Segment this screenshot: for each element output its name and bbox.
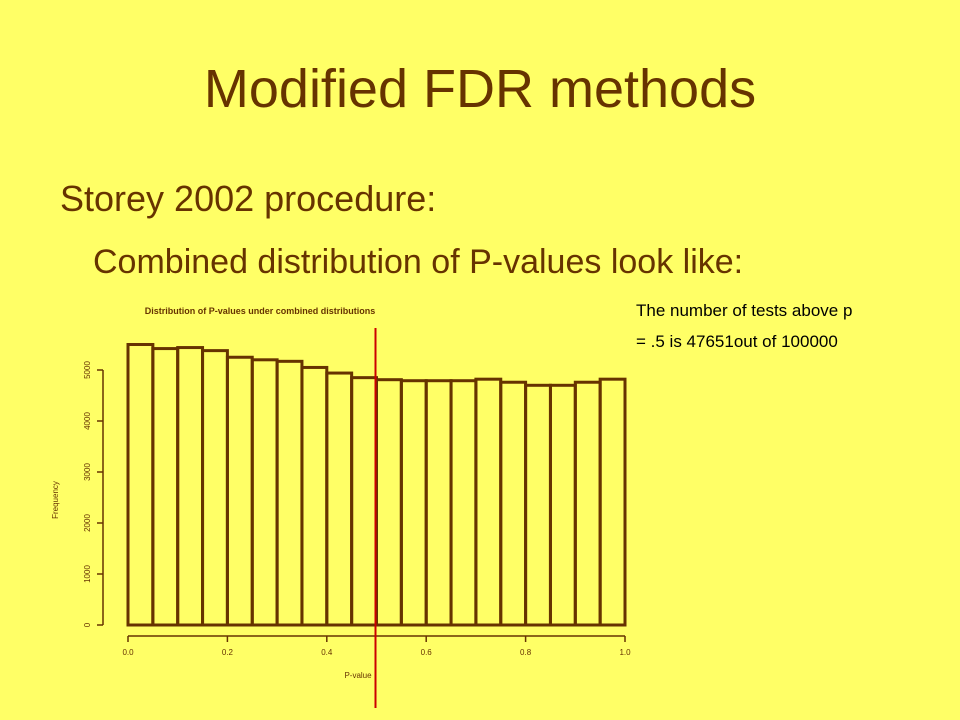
histogram-bar bbox=[225, 355, 254, 627]
annotation-line-1: The number of tests above p bbox=[636, 301, 853, 320]
histogram-bar bbox=[424, 379, 453, 627]
y-axis-label: Frequency bbox=[51, 481, 60, 519]
y-tick-label: 5000 bbox=[83, 361, 92, 379]
annotation-line-2: = .5 is 47651out of 100000 bbox=[636, 332, 838, 351]
slide-subtitle-2: Combined distribution of P-values look l… bbox=[93, 243, 744, 281]
histogram-bar bbox=[201, 349, 229, 627]
histogram-bar bbox=[176, 346, 205, 627]
x-tick-label: 0.2 bbox=[222, 648, 234, 657]
histogram-bar bbox=[325, 371, 354, 627]
x-tick-label: 1.0 bbox=[619, 648, 631, 657]
histogram-bar bbox=[573, 380, 602, 627]
histogram-bar bbox=[399, 379, 428, 627]
x-tick-label: 0.8 bbox=[520, 648, 532, 657]
histogram-bar bbox=[548, 383, 577, 627]
slide-title: Modified FDR methods bbox=[203, 59, 757, 119]
x-tick-label: 0.0 bbox=[122, 648, 134, 657]
histogram-bar bbox=[151, 347, 180, 627]
y-tick-label: 1000 bbox=[83, 565, 92, 583]
histogram-bar bbox=[250, 358, 279, 627]
histogram-bar bbox=[350, 376, 378, 627]
x-tick-label: 0.6 bbox=[421, 648, 433, 657]
histogram-bar bbox=[524, 383, 552, 627]
histogram-bar bbox=[375, 378, 403, 627]
histogram-bar bbox=[300, 365, 329, 627]
chart-title: Distribution of P-values under combined … bbox=[145, 306, 376, 316]
x-tick-label: 0.4 bbox=[321, 648, 333, 657]
annotation-note: The number of tests above p = .5 is 4765… bbox=[636, 295, 936, 357]
histogram-bar bbox=[474, 377, 503, 627]
y-tick-label: 2000 bbox=[83, 514, 92, 532]
histogram-bar bbox=[275, 359, 304, 627]
y-tick-label: 0 bbox=[83, 622, 92, 627]
y-tick-label: 3000 bbox=[83, 463, 92, 481]
histogram-bar bbox=[499, 380, 528, 627]
histogram-bar bbox=[449, 379, 478, 627]
x-axis-label: P-value bbox=[344, 671, 372, 680]
y-tick-label: 4000 bbox=[83, 412, 92, 430]
slide-subtitle: Storey 2002 procedure: bbox=[60, 178, 437, 219]
histogram-bar bbox=[598, 377, 627, 627]
histogram-bar bbox=[126, 343, 155, 627]
